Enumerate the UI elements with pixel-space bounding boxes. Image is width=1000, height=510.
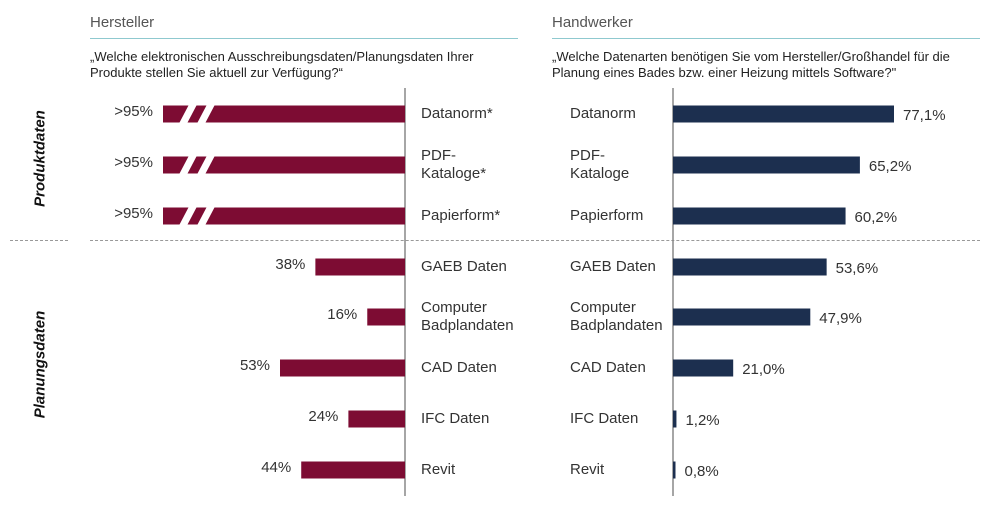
hersteller-category-label: Datanorm* <box>421 105 493 122</box>
section-divider-main <box>90 240 980 241</box>
handwerker-bar <box>673 308 811 326</box>
hersteller-value-label: 24% <box>308 408 339 425</box>
axis-break-mark <box>197 104 215 124</box>
handwerker-category-label: GAEB Daten <box>570 258 656 275</box>
hersteller-value-label: >95% <box>114 103 153 120</box>
hersteller-bar <box>163 105 405 123</box>
handwerker-bar <box>673 461 676 479</box>
right-panel-header: Handwerker <box>552 14 633 31</box>
hersteller-value-label: 16% <box>327 306 358 323</box>
axis-break-mark <box>197 155 215 175</box>
left-question: „Welche elektronischen Ausschreibungsdat… <box>90 49 474 80</box>
hersteller-category-label: CAD Daten <box>421 359 497 376</box>
hersteller-category-label: Revit <box>421 461 456 478</box>
section-divider-left <box>10 240 68 241</box>
hersteller-value-label: 53% <box>239 357 270 374</box>
handwerker-category-label: Revit <box>570 461 605 478</box>
hersteller-category-label: PDF- Kataloge* <box>421 147 487 182</box>
handwerker-bar <box>673 156 860 174</box>
handwerker-bar <box>673 410 677 428</box>
axis-break-mark <box>179 104 197 124</box>
hersteller-bar <box>367 308 405 326</box>
handwerker-value-label: 77,1% <box>903 107 946 124</box>
hersteller-bar <box>163 156 405 174</box>
handwerker-category-label: PDF- Kataloge <box>570 147 630 182</box>
handwerker-bar <box>673 105 894 123</box>
hersteller-bar <box>348 410 405 428</box>
handwerker-value-label: 53,6% <box>835 260 879 277</box>
hersteller-category-label: Papierform* <box>421 207 501 224</box>
handwerker-value-label: 65,2% <box>868 158 912 175</box>
hersteller-bar <box>163 207 405 225</box>
handwerker-value-label: 47,9% <box>819 310 862 327</box>
handwerker-value-label: 1,2% <box>685 412 720 429</box>
hersteller-category-label: GAEB Daten <box>421 258 507 275</box>
axis-break-mark <box>179 155 197 175</box>
hersteller-category-label: Computer Badplandaten <box>421 299 514 334</box>
handwerker-value-label: 21,0% <box>742 361 785 378</box>
hersteller-value-label: >95% <box>114 154 153 171</box>
handwerker-bar <box>673 207 846 225</box>
handwerker-value-label: 0,8% <box>684 463 719 480</box>
handwerker-category-label: Datanorm <box>570 105 636 122</box>
right-header-rule <box>552 38 980 39</box>
left-header-rule <box>90 38 518 39</box>
handwerker-value-label: 60,2% <box>854 209 898 226</box>
hersteller-bar <box>280 359 405 377</box>
axis-break-mark <box>179 206 197 226</box>
handwerker-bar <box>673 359 734 377</box>
handwerker-category-label: IFC Daten <box>570 410 639 427</box>
handwerker-bar <box>673 258 827 276</box>
handwerker-category-label: Papierform <box>570 207 644 224</box>
hersteller-bar <box>301 461 405 479</box>
hersteller-value-label: >95% <box>114 205 153 222</box>
hersteller-category-label: IFC Daten <box>421 410 490 427</box>
left-panel-header: Hersteller <box>90 14 155 31</box>
hersteller-value-label: 44% <box>261 459 292 476</box>
handwerker-category-label: Computer Badplandaten <box>570 299 663 334</box>
hersteller-value-label: 38% <box>275 256 306 273</box>
hersteller-bar <box>315 258 405 276</box>
handwerker-category-label: CAD Daten <box>570 359 646 376</box>
right-question: „Welche Datenarten benötigen Sie vom Her… <box>552 49 950 80</box>
axis-break-mark <box>197 206 215 226</box>
